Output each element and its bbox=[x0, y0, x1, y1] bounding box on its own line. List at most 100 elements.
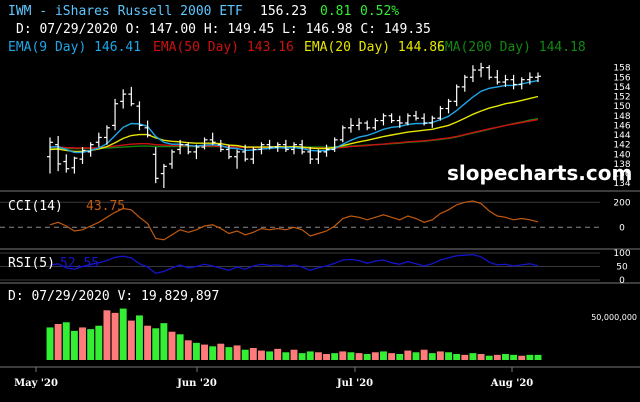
volume-bar bbox=[534, 354, 542, 360]
volume-bar bbox=[290, 349, 298, 360]
rsi-value: 52.55 bbox=[60, 256, 99, 271]
price-tick-label: 156 bbox=[613, 73, 630, 83]
last-price: 156.23 bbox=[260, 4, 307, 19]
volume-bar bbox=[510, 354, 518, 360]
volume-bar bbox=[485, 355, 493, 360]
volume-bar bbox=[225, 347, 233, 360]
volume-bar bbox=[380, 351, 387, 360]
cci-panel: 2000 bbox=[0, 198, 631, 241]
volume-bar bbox=[274, 348, 282, 360]
volume-bar bbox=[404, 350, 412, 360]
x-tick-label: May '20 bbox=[14, 378, 58, 389]
volume-bar bbox=[46, 327, 54, 360]
volume-bar bbox=[62, 322, 70, 360]
volume-bar bbox=[331, 353, 339, 360]
volume-bar bbox=[493, 354, 501, 360]
cci-value: 43.75 bbox=[86, 199, 125, 214]
volume-panel: 50,000,000 bbox=[46, 308, 637, 360]
volume-bar bbox=[371, 352, 379, 360]
volume-bar bbox=[192, 342, 200, 360]
price-tick-label: 138 bbox=[613, 160, 630, 170]
volume-bar bbox=[396, 354, 404, 360]
cci-tick-label: 0 bbox=[619, 223, 625, 233]
volume-bar bbox=[144, 325, 152, 360]
volume-bar bbox=[461, 354, 469, 360]
volume-bar bbox=[339, 351, 347, 360]
price-tick-label: 134 bbox=[613, 179, 630, 189]
price-change: 0.81 bbox=[320, 4, 351, 19]
price-tick-label: 142 bbox=[613, 141, 630, 151]
volume-bar bbox=[103, 310, 111, 360]
volume-bar bbox=[526, 354, 534, 360]
volume-bar bbox=[282, 352, 290, 360]
rsi-panel: 100 50 0 bbox=[0, 249, 631, 286]
volume-bar bbox=[502, 354, 509, 360]
volume-bar bbox=[119, 308, 127, 360]
volume-bar bbox=[160, 323, 168, 360]
volume-bar bbox=[95, 325, 103, 360]
volume-bar bbox=[168, 331, 176, 360]
legend-ema20: EMA(20 Day) 144.86 bbox=[304, 40, 445, 55]
volume-bar bbox=[445, 352, 452, 360]
price-change-pct: 0.52% bbox=[360, 4, 399, 19]
x-tick-label: Jul '20 bbox=[336, 378, 373, 389]
volume-bar bbox=[233, 345, 241, 360]
rsi-tick-label: 50 bbox=[616, 263, 628, 273]
volume-bar bbox=[518, 355, 526, 360]
legend-ema200: EMA(200 Day) 144.18 bbox=[437, 40, 586, 55]
volume-bar bbox=[298, 353, 306, 360]
price-tick-label: 136 bbox=[613, 170, 630, 180]
volume-bar bbox=[127, 320, 135, 360]
volume-bar bbox=[54, 324, 62, 360]
cci-label: CCI(14) bbox=[8, 199, 63, 214]
volume-label: D: 07/29/2020 V: 19,829,897 bbox=[8, 289, 219, 304]
cci-line bbox=[49, 200, 539, 241]
volume-bar bbox=[152, 328, 160, 360]
rsi-tick-label: 0 bbox=[619, 276, 625, 286]
volume-bar bbox=[266, 351, 274, 360]
volume-bar bbox=[469, 353, 477, 360]
volume-bar bbox=[428, 353, 436, 360]
volume-bar bbox=[363, 354, 371, 360]
volume-bar bbox=[249, 348, 257, 360]
price-tick-label: 146 bbox=[613, 121, 630, 131]
price-tick-label: 150 bbox=[613, 102, 630, 112]
volume-bar bbox=[314, 352, 322, 360]
x-tick-label: Aug '20 bbox=[490, 378, 534, 389]
watermark: slopecharts.com bbox=[447, 161, 632, 185]
volume-bar bbox=[306, 351, 314, 360]
volume-tick-label: 50,000,000 bbox=[591, 313, 637, 322]
legend-ema50: EMA(50 Day) 143.16 bbox=[153, 40, 294, 55]
price-tick-label: 154 bbox=[613, 83, 630, 93]
volume-bar bbox=[477, 354, 485, 360]
volume-bar bbox=[453, 354, 461, 360]
price-tick-label: 144 bbox=[613, 131, 630, 141]
volume-bar bbox=[217, 343, 225, 360]
x-axis: May '20 Jun '20 Jul '20 Aug '20 bbox=[14, 367, 533, 389]
volume-bar bbox=[79, 327, 86, 360]
price-tick-label: 140 bbox=[613, 150, 630, 160]
rsi-label: RSI(5) bbox=[8, 256, 55, 271]
volume-bar bbox=[111, 312, 119, 360]
chart-title: IWM - iShares Russell 2000 ETF bbox=[8, 4, 243, 19]
volume-bar bbox=[388, 353, 396, 360]
legend-ema9: EMA(9 Day) 146.41 bbox=[8, 40, 141, 55]
rsi-line bbox=[49, 253, 539, 275]
volume-bar bbox=[136, 315, 143, 360]
volume-bar bbox=[87, 329, 95, 360]
price-tick-label: 148 bbox=[613, 112, 630, 122]
x-tick-label: Jun '20 bbox=[176, 378, 217, 389]
rsi-tick-label: 100 bbox=[613, 249, 630, 259]
price-tick-label: 152 bbox=[613, 93, 630, 103]
cci-tick-label: 200 bbox=[613, 198, 630, 208]
volume-bar bbox=[184, 340, 192, 360]
volume-bar bbox=[420, 349, 428, 360]
volume-bar bbox=[347, 352, 355, 360]
price-tick-label: 158 bbox=[613, 64, 630, 74]
ohlc-readout: D: 07/29/2020 O: 147.00 H: 149.45 L: 146… bbox=[16, 22, 431, 37]
volume-bar bbox=[201, 344, 208, 360]
volume-bar bbox=[209, 346, 217, 360]
